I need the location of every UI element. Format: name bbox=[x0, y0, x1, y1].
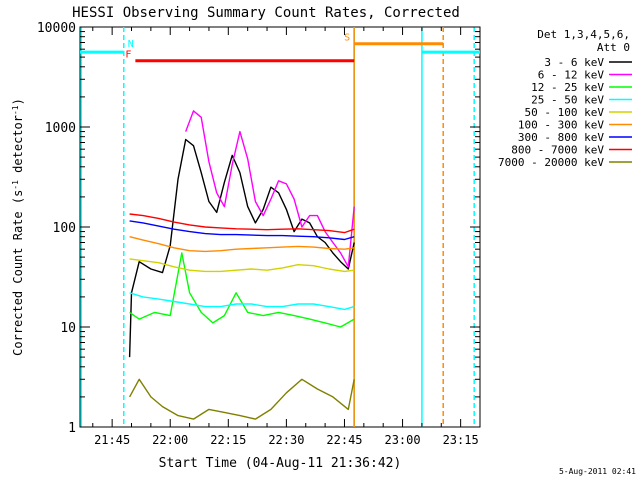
y-axis-label-mid: detector bbox=[11, 115, 25, 180]
y-axis-label-main: Corrected Count Rate (s bbox=[11, 190, 25, 356]
series-line-50-100-kev bbox=[129, 258, 355, 273]
y-axis-label-sup2: -1 bbox=[11, 105, 20, 115]
night-flag-label: N bbox=[128, 39, 134, 50]
x-tick-label: 21:45 bbox=[94, 433, 130, 447]
legend-header-detectors: Det 1,3,4,5,6, bbox=[537, 28, 630, 41]
series-line-300-800-kev bbox=[129, 220, 355, 241]
legend-label-100-300-kev: 100 - 300 keV bbox=[518, 119, 604, 132]
y-axis-label-sup1: -1 bbox=[11, 180, 20, 190]
legend-label-50-100-kev: 50 - 100 keV bbox=[525, 106, 605, 119]
chart-title: HESSI Observing Summary Count Rates, Cor… bbox=[72, 5, 460, 21]
legend-label-800-7000-kev: 800 - 7000 keV bbox=[511, 144, 604, 157]
legend-header-attenuator: Att 0 bbox=[597, 41, 630, 54]
y-axis-label-end: ) bbox=[11, 98, 25, 105]
x-tick-label: 22:15 bbox=[210, 433, 246, 447]
legend-label-12-25-kev: 12 - 25 keV bbox=[531, 81, 604, 94]
legend-label-6-12-kev: 6 - 12 keV bbox=[538, 69, 605, 82]
status-bars: NF S bbox=[80, 33, 480, 63]
flare-flag-label: F bbox=[125, 50, 131, 61]
legend-label-7000-20000-kev: 7000 - 20000 keV bbox=[498, 156, 604, 169]
x-tick-label: 22:00 bbox=[152, 433, 188, 447]
x-tick-label: 23:15 bbox=[443, 433, 479, 447]
legend-label-25-50-kev: 25 - 50 keV bbox=[531, 94, 604, 107]
x-axis-label: Start Time (04-Aug-11 21:36:42) bbox=[159, 456, 402, 471]
y-axis-label: Corrected Count Rate (s-1 detector-1) bbox=[11, 98, 26, 356]
saa-flag-label: S bbox=[344, 33, 350, 44]
axes: 21:45 22:00 22:15 22:30 22:45 23:00 23:15 1 10 10… bbox=[37, 21, 480, 447]
y-tick-label: 100 bbox=[53, 221, 76, 236]
series-line-100-300-kev bbox=[129, 236, 355, 253]
series-line-800-7000-kev bbox=[129, 213, 355, 234]
y-tick-label: 10000 bbox=[37, 21, 76, 36]
y-tick-label: 1000 bbox=[45, 121, 76, 136]
series-line-25-50-kev bbox=[129, 292, 355, 311]
legend-label-300-800-kev: 300 - 800 keV bbox=[518, 131, 604, 144]
series-line-6-12-kev bbox=[185, 110, 355, 268]
x-tick-label: 23:00 bbox=[384, 433, 420, 447]
y-tick-label: 1 bbox=[68, 421, 76, 436]
x-tick-label: 22:45 bbox=[326, 433, 362, 447]
y-tick-label: 10 bbox=[60, 321, 76, 336]
footer-timestamp: 5-Aug-2011 02:41 bbox=[559, 467, 636, 476]
series-line-7000-20000-kev bbox=[128, 378, 355, 420]
data-series bbox=[128, 110, 355, 420]
legend-label-3-6-kev: 3 - 6 keV bbox=[544, 56, 604, 69]
x-tick-label: 22:30 bbox=[268, 433, 304, 447]
series-line-12-25-kev bbox=[129, 252, 355, 328]
